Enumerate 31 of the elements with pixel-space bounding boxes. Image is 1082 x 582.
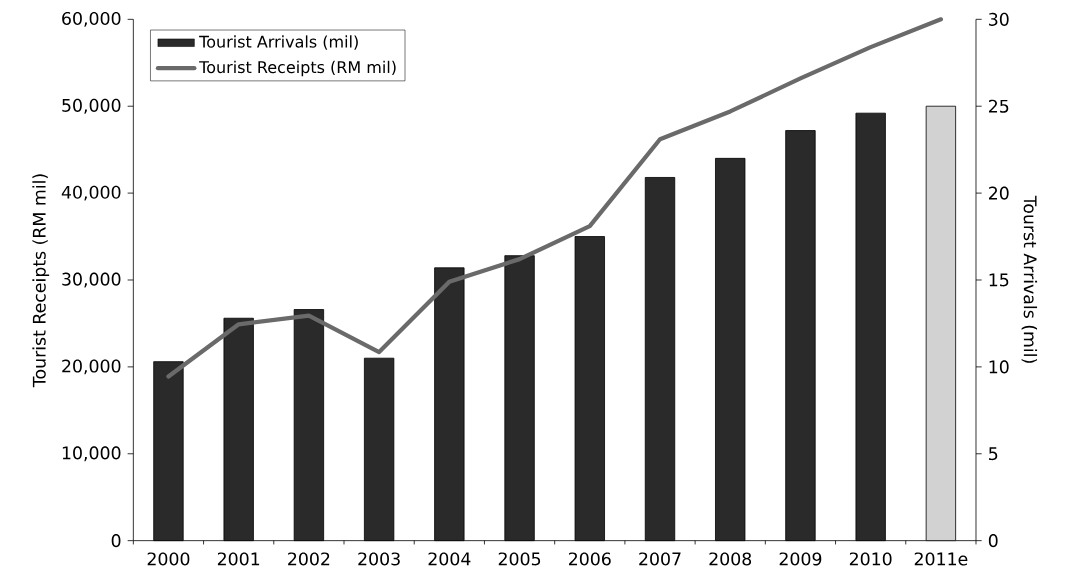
x-tick-label: 2002 — [288, 552, 330, 566]
y-tick-label: 0 — [111, 534, 121, 548]
y-tick-label: 30,000 — [62, 272, 121, 288]
y2-axis-title: Tourst Arrivals (mil) — [1021, 195, 1038, 363]
x-tick-label: 2010 — [849, 552, 892, 566]
y2-tick-label: 20 — [989, 186, 1009, 200]
y-tick-label: 20,000 — [62, 359, 121, 375]
y2-tick-label: 30 — [989, 12, 1009, 26]
x-tick-label: 2006 — [569, 552, 611, 566]
x-tick-label: 2000 — [147, 552, 190, 566]
x-tick-label: 2004 — [428, 552, 471, 566]
x-tick-label: 2008 — [709, 552, 752, 566]
y2-tick-label: 5 — [989, 447, 998, 461]
y-tick-label: 60,000 — [62, 11, 121, 27]
legend-label: Tourist Arrivals (mil) — [199, 35, 358, 50]
x-tick-label: 2001 — [217, 552, 260, 566]
legend-label: Tourist Receipts (RM mil) — [199, 60, 396, 77]
y-tick-label: 40,000 — [61, 185, 121, 201]
x-tick-label: 2011e — [914, 552, 968, 566]
y-tick-label: 10,000 — [62, 446, 121, 462]
x-tick-label: 2009 — [779, 552, 822, 566]
y2-tick-label: 10 — [989, 360, 1009, 374]
y-tick-label: 50,000 — [62, 98, 121, 114]
x-tick-label: 2007 — [639, 552, 681, 566]
y2-tick-label: 25 — [989, 99, 1009, 113]
x-tick-label: 2003 — [358, 552, 400, 566]
y2-tick-label: 0 — [988, 534, 998, 548]
y-axis-title: Tourist Receipts (RM mil) — [32, 174, 50, 388]
line-series — [166, 17, 944, 379]
y2-tick-label: 15 — [989, 273, 1009, 287]
x-tick-label: 2005 — [498, 552, 541, 566]
